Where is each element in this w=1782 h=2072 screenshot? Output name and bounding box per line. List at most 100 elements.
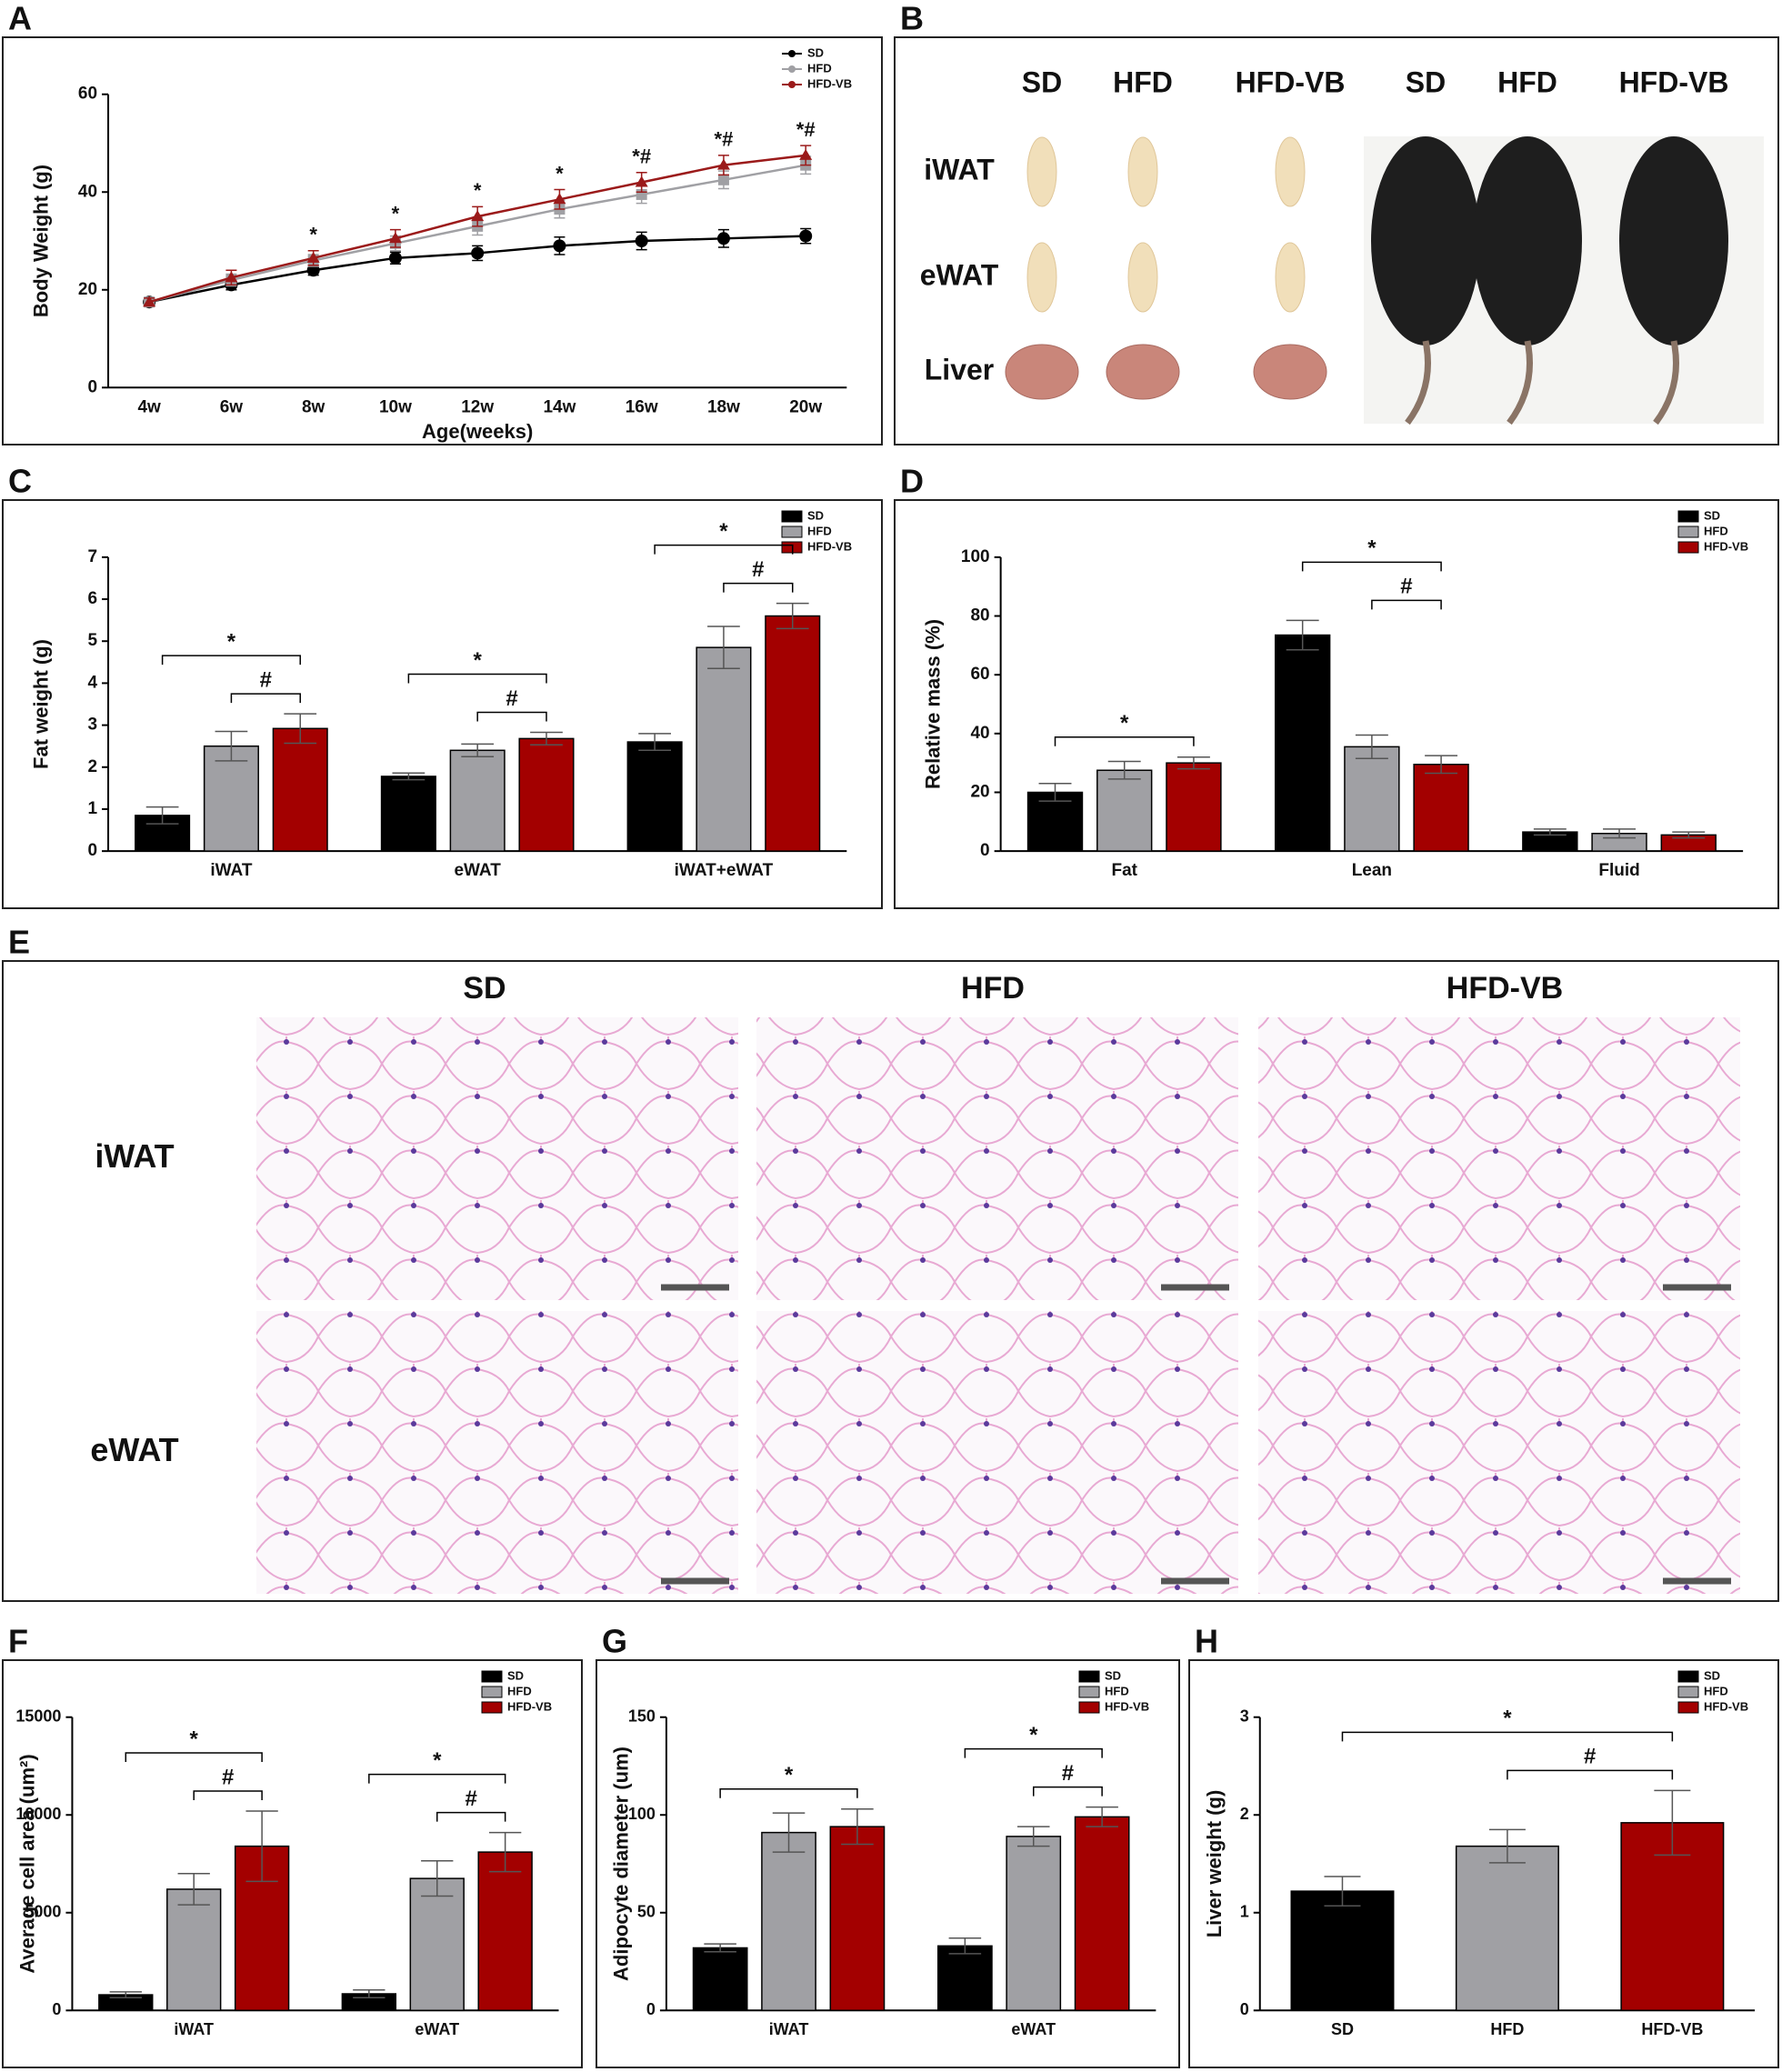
x-tick-label: 14w [543,397,576,416]
significance-label: * [1029,1723,1038,1747]
bar [272,727,328,852]
legend-swatch [1078,1701,1100,1714]
significance-label: * [433,1748,442,1773]
data-point [225,271,238,283]
error-bar [530,731,563,746]
error-bar [461,743,495,757]
error-bar [948,1937,982,1955]
y-tick-label: 150 [628,1707,656,1725]
x-tick-label: eWAT [454,861,501,880]
x-tick-label: 6w [220,397,244,416]
significance-label: * [556,162,564,185]
x-tick-label: SD [1331,2020,1354,2038]
data-point [471,210,485,222]
panel-letter: F [8,1623,28,1660]
error-bar [1038,783,1072,802]
y-tick-label: 2 [1240,1805,1249,1823]
x-tick-label: iWAT [210,861,252,880]
x-tick-label: Lean [1352,861,1392,880]
panel-frame [894,36,1779,445]
error-bar [1176,756,1210,770]
legend-label: HFD-VB [507,1699,552,1713]
legend-label: HFD [507,1684,532,1697]
x-tick-label: 16w [626,397,658,416]
x-tick-label: iWAT [769,2020,809,2038]
legend-swatch [1677,541,1699,554]
bar [409,1877,465,2012]
bar [765,615,821,852]
y-tick-label: 80 [970,606,989,626]
significance-label: * [719,519,728,544]
legend-label: SD [807,45,824,59]
column-label: SD [1406,65,1446,98]
organ-photo [1253,344,1327,400]
y-axis-label: Relative mass (%) [922,619,945,789]
legend-swatch [781,526,803,538]
data-point [388,251,402,265]
y-tick-label: 40 [970,724,989,743]
y-tick-label: 0 [52,2000,61,2018]
error-bar [489,1831,522,1873]
y-tick-label: 20 [970,782,989,801]
legend-label: SD [807,508,824,522]
bar [477,1851,533,2012]
x-tick-label: eWAT [415,2020,459,2038]
significance-label: # [466,1787,477,1811]
bar [696,646,752,852]
y-tick-label: 0 [87,377,97,396]
legend-label: HFD [1704,524,1728,537]
organ-photo [1127,242,1158,313]
significance-label: # [506,686,517,711]
error-bar [421,1860,454,1897]
error-bar [704,1943,736,1953]
panel-letter: G [602,1623,627,1660]
column-label: SD [463,971,506,1006]
significance-label: * [785,1763,794,1787]
column-label: SD [1022,65,1062,98]
bar [829,1826,886,2012]
mouse-photo [1473,136,1582,345]
legend-swatch [1078,1686,1100,1698]
legend-swatch [781,510,803,523]
error-bar [284,713,317,745]
data-point [306,251,320,263]
data-point [471,246,485,260]
significance-label: * [392,202,400,225]
error-bar [353,1988,385,1999]
panel-frame [2,960,1779,1602]
error-bar [177,1873,210,1906]
error-bar [145,806,179,825]
legend-swatch [1677,1686,1699,1698]
mouse-tail [1507,340,1533,425]
legend-label: HFD-VB [1704,1699,1748,1713]
y-tick-label: 1 [1240,1903,1249,1921]
significance-label: * [474,648,483,673]
significance-label: # [1400,575,1412,599]
data-point [635,175,648,187]
legend-swatch [481,1686,503,1698]
bar [1290,1890,1395,2012]
y-tick-label: 0 [87,841,97,860]
error-bar [1533,828,1567,836]
significance-bracket [1301,561,1442,572]
bar [203,745,259,852]
y-tick-label: 20 [78,280,97,299]
data-point [716,158,730,170]
error-bar [1086,1806,1118,1827]
error-bar [1654,1789,1691,1857]
row-label: eWAT [90,1431,178,1468]
row-label: Liver [925,353,994,385]
y-axis-label: Fat weight (g) [29,639,52,769]
legend-swatch [1078,1670,1100,1683]
legend-swatch [1677,510,1699,523]
column-label: HFD [1497,65,1557,98]
histology-image [1258,1017,1740,1300]
panel-frame [2,499,883,909]
panel-letter: A [8,0,32,37]
x-tick-label: Fat [1111,861,1137,880]
row-label: iWAT [924,153,995,185]
significance-label: *# [632,145,651,168]
y-tick-label: 100 [961,547,990,566]
legend-swatch [481,1701,503,1714]
